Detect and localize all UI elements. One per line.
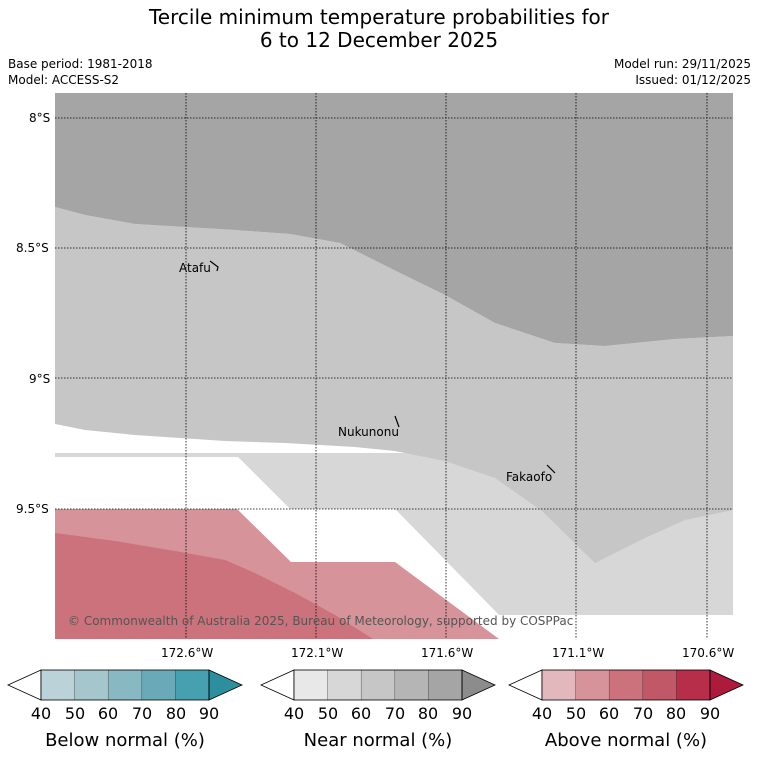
chart-title-line2: 6 to 12 December 2025 — [259, 28, 499, 52]
lat-label-8s: 8°S — [29, 111, 51, 125]
above-normal-segment — [609, 670, 643, 700]
above-normal-segment — [676, 670, 710, 700]
below-normal-extend-low — [7, 669, 42, 701]
base-period-label: Base period: 1981-2018 — [8, 57, 153, 71]
below-normal-tick: 70 — [131, 704, 153, 723]
chart-title-line1: Tercile minimum temperature probabilitie… — [148, 5, 610, 29]
near-normal-title: Near normal (%) — [303, 730, 453, 751]
lon-label-170-6w: 170.6°W — [682, 646, 735, 660]
below-normal-tick: 40 — [30, 704, 52, 723]
fakaofo-island-shape — [546, 464, 556, 474]
below-normal-extend-high — [208, 669, 243, 701]
lat-label-8-5s: 8.5°S — [16, 241, 49, 255]
above-normal-60-region — [55, 533, 373, 639]
below-normal-tick: 50 — [64, 704, 86, 723]
below-normal-colorbar — [7, 669, 243, 701]
below-normal-tick: 60 — [97, 704, 119, 723]
place-nukunonu: Nukunonu — [338, 425, 399, 439]
lat-label-9s: 9°S — [29, 372, 51, 386]
lat-label-9-5s: 9.5°S — [16, 502, 49, 516]
near-normal-tick: 40 — [283, 704, 305, 723]
near-normal-segment — [327, 670, 362, 700]
graticule — [55, 93, 733, 639]
lon-label-172-1w: 172.1°W — [291, 646, 344, 660]
above-normal-segment — [575, 670, 610, 700]
map-svg — [55, 93, 733, 639]
issued-label: Issued: 01/12/2025 — [635, 73, 751, 87]
near-normal-outline — [293, 669, 463, 701]
above-normal-extend-high — [709, 669, 744, 701]
copyright-notice: © Commonwealth of Australia 2025, Bureau… — [68, 614, 574, 628]
near-normal-colorbar — [260, 669, 496, 701]
model-label: Model: ACCESS-S2 — [8, 73, 120, 87]
near-normal-extend-high — [461, 669, 496, 701]
lon-label-172-6w: 172.6°W — [161, 646, 214, 660]
near-normal-segment — [428, 670, 462, 700]
map-panel: Atafu Nukunonu Fakaofo © Commonwealth of… — [55, 93, 733, 639]
above-normal-outline — [541, 669, 711, 701]
atafu-island-shape — [209, 260, 219, 272]
near-normal-tick: 80 — [417, 704, 439, 723]
near-normal-extend-low — [260, 669, 295, 701]
near-normal-tick: 70 — [384, 704, 406, 723]
above-normal-extend-low — [508, 669, 543, 701]
near-normal-tick: 50 — [317, 704, 339, 723]
model-run-label: Model run: 29/11/2025 — [613, 57, 751, 71]
above-normal-tick: 70 — [632, 704, 654, 723]
above-normal-tick: 60 — [598, 704, 620, 723]
nukunonu-island-shape — [394, 415, 400, 428]
colorbars-svg — [7, 669, 744, 701]
place-fakaofo: Fakaofo — [506, 470, 553, 484]
below-normal-tick: 80 — [165, 704, 187, 723]
below-normal-outline — [40, 669, 210, 701]
above-normal-colorbar — [508, 669, 744, 701]
above-normal-title: Above normal (%) — [544, 730, 708, 751]
above-normal-tick: 90 — [699, 704, 721, 723]
above-normal-tick: 50 — [565, 704, 587, 723]
above-normal-segment — [542, 670, 576, 700]
near-normal-60-region — [55, 207, 733, 563]
near-normal-tick: 90 — [451, 704, 473, 723]
below-normal-title: Below normal (%) — [45, 730, 205, 751]
lon-label-171-6w: 171.6°W — [421, 646, 474, 660]
below-normal-segment — [41, 670, 75, 700]
near-normal-tick: 60 — [350, 704, 372, 723]
near-normal-segment — [394, 670, 429, 700]
below-normal-segment — [175, 670, 209, 700]
below-normal-segment — [108, 670, 142, 700]
lon-label-171-1w: 171.1°W — [552, 646, 605, 660]
below-normal-segment — [141, 670, 176, 700]
near-normal-segment — [294, 670, 328, 700]
above-normal-segment — [642, 670, 677, 700]
near-normal-70-region — [55, 93, 733, 346]
above-normal-tick: 80 — [665, 704, 687, 723]
above-normal-tick: 40 — [531, 704, 553, 723]
place-atafu: Atafu — [179, 261, 211, 275]
below-normal-tick: 90 — [198, 704, 220, 723]
below-normal-segment — [74, 670, 109, 700]
near-normal-segment — [361, 670, 395, 700]
